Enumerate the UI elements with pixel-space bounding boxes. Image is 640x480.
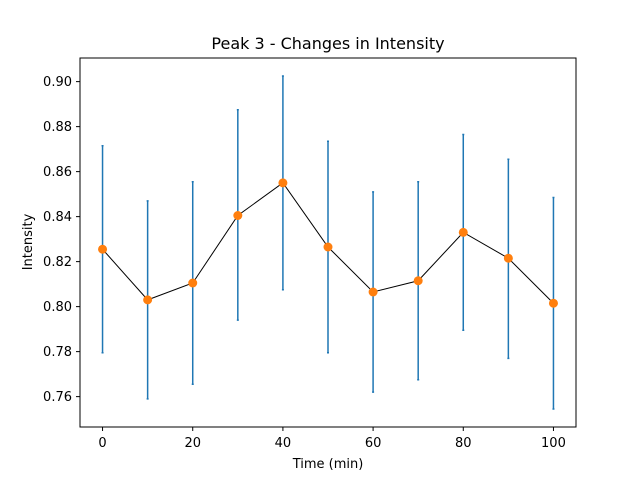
y-tick-label: 0.84 xyxy=(43,210,72,225)
data-point xyxy=(458,227,468,237)
chart-title: Peak 3 - Changes in Intensity xyxy=(211,34,444,53)
data-point xyxy=(278,178,288,188)
x-tick-label: 40 xyxy=(275,436,292,451)
y-tick-label: 0.76 xyxy=(43,390,72,405)
x-tick-label: 60 xyxy=(365,436,382,451)
data-point xyxy=(98,244,108,254)
y-tick-label: 0.86 xyxy=(43,165,72,180)
y-tick-label: 0.88 xyxy=(43,120,72,135)
y-tick-label: 0.78 xyxy=(43,345,72,360)
data-point xyxy=(368,287,378,297)
y-tick-label: 0.80 xyxy=(43,300,72,315)
x-tick-label: 80 xyxy=(455,436,472,451)
axes-frame xyxy=(79,57,577,428)
data-point xyxy=(143,295,153,305)
x-axis-label: Time (min) xyxy=(292,457,364,472)
x-tick-label: 0 xyxy=(98,436,106,451)
data-point xyxy=(188,278,198,288)
data-point xyxy=(503,253,513,263)
data-point xyxy=(323,242,333,252)
y-ticks-group: 0.76 0.78 0.80 0.82 0.84 0.86 0.88 0.90 xyxy=(43,75,80,405)
data-point xyxy=(548,298,558,308)
y-axis-label: Intensity xyxy=(21,213,36,270)
x-tick-label: 100 xyxy=(541,436,566,451)
data-point xyxy=(413,276,423,286)
data-point xyxy=(233,211,243,220)
x-tick-label: 20 xyxy=(184,436,201,451)
y-tick-label: 0.82 xyxy=(43,255,72,270)
x-ticks-group: 0 20 40 60 80 100 xyxy=(98,427,566,451)
y-tick-label: 0.90 xyxy=(43,75,72,90)
markers-group xyxy=(98,178,558,308)
